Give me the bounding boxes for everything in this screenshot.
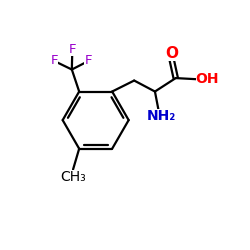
Text: F: F <box>85 54 92 68</box>
Text: O: O <box>165 46 178 61</box>
Text: F: F <box>50 54 58 68</box>
Text: CH₃: CH₃ <box>60 170 86 184</box>
Text: F: F <box>68 43 76 56</box>
Text: NH₂: NH₂ <box>147 109 176 123</box>
Text: OH: OH <box>196 72 219 86</box>
